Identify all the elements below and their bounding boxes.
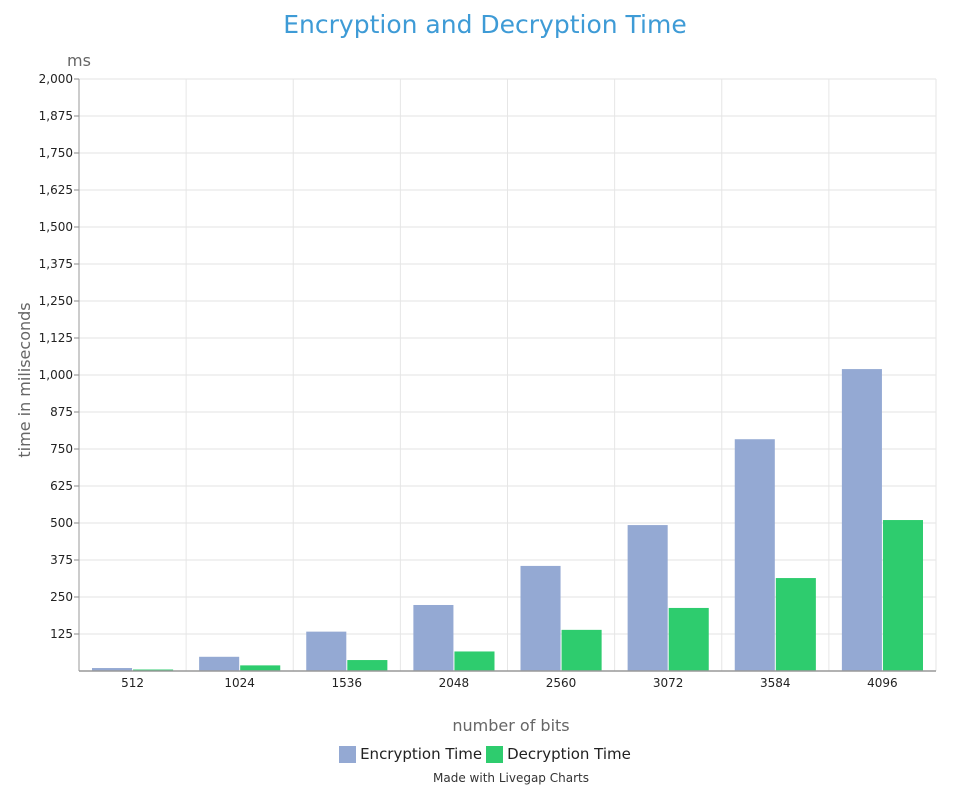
bar-encryption-time[interactable] <box>306 631 347 671</box>
grid-layer <box>79 78 937 671</box>
y-tick-label: 750 <box>50 442 73 456</box>
x-tick-label: 3072 <box>653 676 684 690</box>
credit-text: Made with Livegap Charts <box>433 771 589 785</box>
bar-decryption-time[interactable] <box>668 607 709 671</box>
y-tick-label: 1,250 <box>39 294 73 308</box>
x-tick-label: 1024 <box>224 676 255 690</box>
y-tick-label: 1,875 <box>39 109 73 123</box>
legend-swatch <box>486 745 504 763</box>
bar-layer <box>92 369 923 671</box>
y-tick-label: 1,500 <box>39 220 73 234</box>
x-tick-label: 2048 <box>439 676 470 690</box>
x-tick-label: 512 <box>121 676 144 690</box>
x-axis-title: number of bits <box>452 716 569 735</box>
legend-label: Decryption Time <box>507 745 631 763</box>
y-tick-label: 1,375 <box>39 257 73 271</box>
bar-decryption-time[interactable] <box>882 520 923 671</box>
bar-encryption-time[interactable] <box>841 369 882 671</box>
y-tick-label: 375 <box>50 553 73 567</box>
x-tick-label: 2560 <box>546 676 577 690</box>
legend-item[interactable]: Encryption Time <box>339 745 482 763</box>
bar-encryption-time[interactable] <box>92 668 133 671</box>
legend: Encryption Time Decryption Time <box>0 745 970 767</box>
bar-chart-plot: 125 250 375 500 625 750 875 1,000 1,125 1,250 1,37… <box>15 51 937 735</box>
bar-decryption-time[interactable] <box>454 651 495 671</box>
bar-decryption-time[interactable] <box>561 629 602 671</box>
y-tick-label: 1,125 <box>39 331 73 345</box>
x-tick-label: 1536 <box>332 676 363 690</box>
y-tick-label: 875 <box>50 405 73 419</box>
y-tick-label: 625 <box>50 479 73 493</box>
x-tick-label: 3584 <box>760 676 791 690</box>
legend-swatch <box>339 745 357 763</box>
bar-encryption-time[interactable] <box>199 656 240 671</box>
legend-label: Encryption Time <box>360 745 483 763</box>
bar-encryption-time[interactable] <box>520 565 561 671</box>
bar-decryption-time[interactable] <box>775 578 816 671</box>
y-tick-label: 500 <box>50 516 73 530</box>
y-tick-label: 1,625 <box>39 183 73 197</box>
legend-item[interactable]: Decryption Time <box>486 745 631 763</box>
bar-decryption-time[interactable] <box>240 665 281 671</box>
x-tick-label: 4096 <box>867 676 898 690</box>
y-axis-unit-label: ms <box>67 51 91 70</box>
bar-encryption-time[interactable] <box>627 525 668 671</box>
y-tick-label: 2,000 <box>39 72 73 86</box>
axis-layer: 125 250 375 500 625 750 875 1,000 1,125 1,250 1,37… <box>39 72 936 690</box>
chart-title: Encryption and Decryption Time <box>283 10 687 39</box>
y-tick-label: 125 <box>50 627 73 641</box>
bar-encryption-time[interactable] <box>734 439 775 671</box>
y-axis-title: time in miliseconds <box>15 302 34 457</box>
bar-decryption-time[interactable] <box>347 660 388 671</box>
bar-encryption-time[interactable] <box>413 604 454 671</box>
y-tick-label: 1,000 <box>39 368 73 382</box>
y-tick-label: 1,750 <box>39 146 73 160</box>
y-tick-label: 250 <box>50 590 73 604</box>
